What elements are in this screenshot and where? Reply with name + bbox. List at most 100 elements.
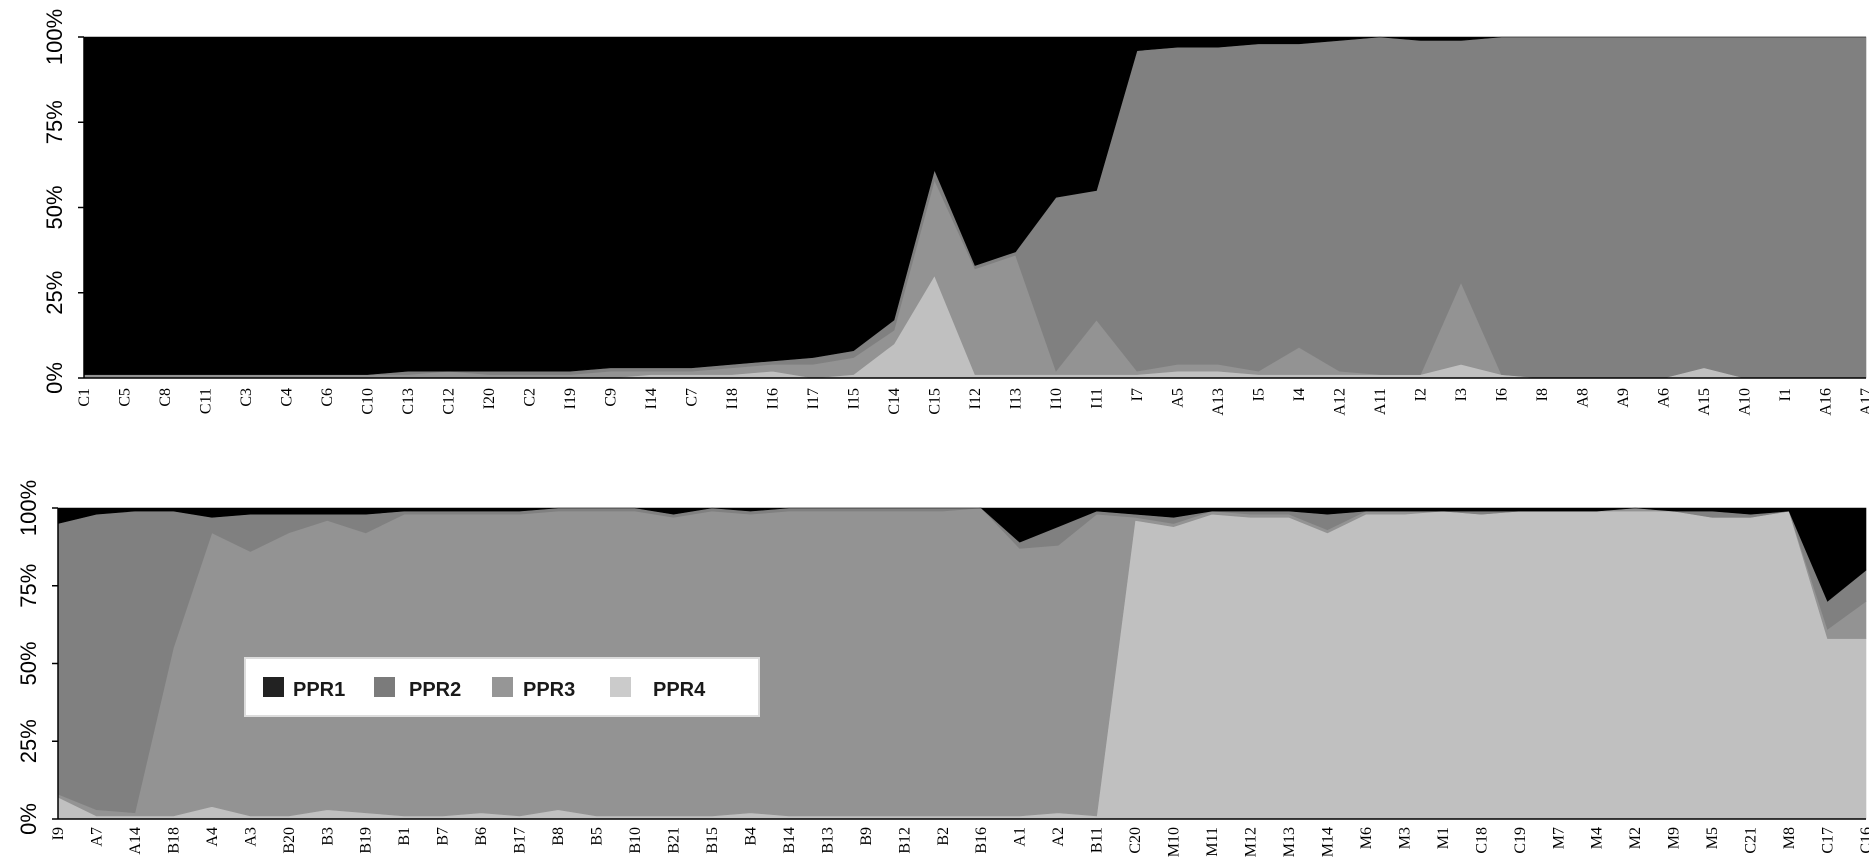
x-tick-label: C13	[400, 388, 417, 415]
x-tick-label: I4	[1291, 388, 1308, 401]
x-tick-label: C6	[319, 388, 336, 407]
x-tick-label: B11	[1089, 827, 1106, 853]
x-tick-label: C5	[117, 388, 134, 407]
legend-swatch-ppr2	[374, 677, 395, 697]
x-tick-label: A14	[127, 827, 144, 855]
x-tick-label: I10	[1048, 388, 1065, 409]
y-tick-label: 0%	[42, 362, 67, 394]
x-tick-label: B7	[435, 827, 452, 846]
x-tick-label: A5	[1170, 388, 1187, 408]
x-tick-label: C4	[279, 388, 296, 407]
x-tick-label: I19	[562, 388, 579, 409]
x-tick-label: C9	[603, 388, 620, 407]
legend: PPR1 PPR2 PPR3 PPR4	[244, 657, 760, 717]
x-tick-label: B1	[396, 827, 413, 846]
x-tick-label: C16	[1858, 827, 1869, 854]
x-tick-label: A12	[1332, 388, 1349, 416]
x-tick-label: B5	[589, 827, 606, 846]
x-tick-label: C10	[360, 388, 377, 415]
x-tick-label: M11	[1204, 827, 1221, 857]
x-tick-label: M5	[1704, 827, 1721, 849]
x-tick-label: C21	[1743, 827, 1760, 854]
x-tick-label: C3	[238, 388, 255, 407]
x-tick-label: C14	[886, 388, 903, 415]
x-tick-label: I17	[805, 388, 822, 409]
x-tick-label: M4	[1589, 827, 1606, 849]
y-tick-label: 75%	[42, 100, 67, 144]
x-tick-label: M10	[1166, 827, 1183, 857]
x-tick-label: I7	[1129, 388, 1146, 401]
x-tick-label: B13	[819, 827, 836, 854]
y-tick-label: 100%	[42, 9, 67, 65]
y-tick-label: 75%	[16, 564, 41, 608]
x-tick-label: M3	[1396, 827, 1413, 849]
x-tick-label: B10	[627, 827, 644, 854]
x-tick-label: A9	[1615, 388, 1632, 408]
y-tick-label: 25%	[16, 719, 41, 763]
x-tick-label: B19	[358, 827, 375, 854]
x-tick-label: A3	[242, 827, 259, 847]
x-tick-label: B4	[742, 827, 759, 846]
x-tick-label: A4	[204, 827, 221, 847]
x-tick-label: M13	[1281, 827, 1298, 857]
x-tick-label: M6	[1358, 827, 1375, 849]
legend-label-ppr4: PPR4	[653, 679, 706, 701]
x-tick-label: A16	[1818, 388, 1835, 416]
x-tick-label: B2	[935, 827, 952, 846]
x-tick-label: I2	[1413, 388, 1430, 401]
x-tick-label: M1	[1435, 827, 1452, 849]
x-tick-label: I18	[724, 388, 741, 409]
series-area-ppr1	[83, 36, 1866, 375]
x-tick-label: M9	[1666, 827, 1683, 849]
x-tick-label: B12	[896, 827, 913, 854]
x-tick-label: I11	[1089, 388, 1106, 409]
x-tick-label: M14	[1319, 827, 1336, 857]
x-tick-label: B3	[319, 827, 336, 846]
x-tick-label: C15	[927, 388, 944, 415]
x-tick-label: B6	[473, 827, 490, 846]
x-tick-label: I5	[1251, 388, 1268, 401]
x-tick-label: C8	[157, 388, 174, 407]
legend-label-ppr1: PPR1	[293, 679, 345, 701]
x-tick-label: M2	[1627, 827, 1644, 849]
y-tick-label: 50%	[16, 641, 41, 685]
x-tick-label: B17	[512, 827, 529, 854]
x-tick-label: B21	[665, 827, 682, 854]
legend-label-ppr2: PPR2	[409, 679, 461, 701]
x-tick-label: B20	[281, 827, 298, 854]
x-tick-label: C1	[76, 388, 93, 407]
x-tick-label: I8	[1534, 388, 1551, 401]
y-tick-label: 50%	[42, 185, 67, 229]
x-tick-label: I9	[50, 827, 67, 840]
x-tick-label: M7	[1550, 827, 1567, 849]
y-tick-label: 100%	[16, 480, 41, 536]
x-tick-label: B8	[550, 827, 567, 846]
x-tick-label: I14	[643, 388, 660, 409]
x-tick-label: A6	[1656, 388, 1673, 408]
y-tick-label: 25%	[42, 271, 67, 315]
x-tick-label: C7	[684, 388, 701, 407]
x-tick-label: A8	[1575, 388, 1592, 408]
legend-label-ppr3: PPR3	[523, 679, 575, 701]
x-tick-label: A13	[1210, 388, 1227, 416]
x-tick-label: C19	[1512, 827, 1529, 854]
x-tick-label: I20	[481, 388, 498, 409]
x-tick-label: M8	[1781, 827, 1798, 849]
legend-swatch-ppr4	[610, 677, 631, 697]
x-tick-label: B16	[973, 827, 990, 854]
chart-panel-bottom: 0% 25% 50% 75% 100% I9 A7 A14 B18 A4 A3 B20 B3 B19 B1 B…	[16, 480, 1869, 857]
x-tick-label: A17	[1858, 388, 1869, 416]
legend-frame	[244, 657, 760, 717]
x-tick-label: I12	[967, 388, 984, 409]
x-tick-label: I13	[1008, 388, 1025, 409]
x-tick-label: A2	[1050, 827, 1067, 847]
x-tick-label: C17	[1820, 827, 1837, 854]
x-tick-label: I15	[846, 388, 863, 409]
x-tick-label: C18	[1473, 827, 1490, 854]
x-tick-label: B9	[858, 827, 875, 846]
x-tick-label: B18	[165, 827, 182, 854]
series-area-ppr1	[57, 507, 1867, 602]
y-tick-label: 0%	[16, 803, 41, 835]
x-tick-label: B14	[781, 827, 798, 854]
